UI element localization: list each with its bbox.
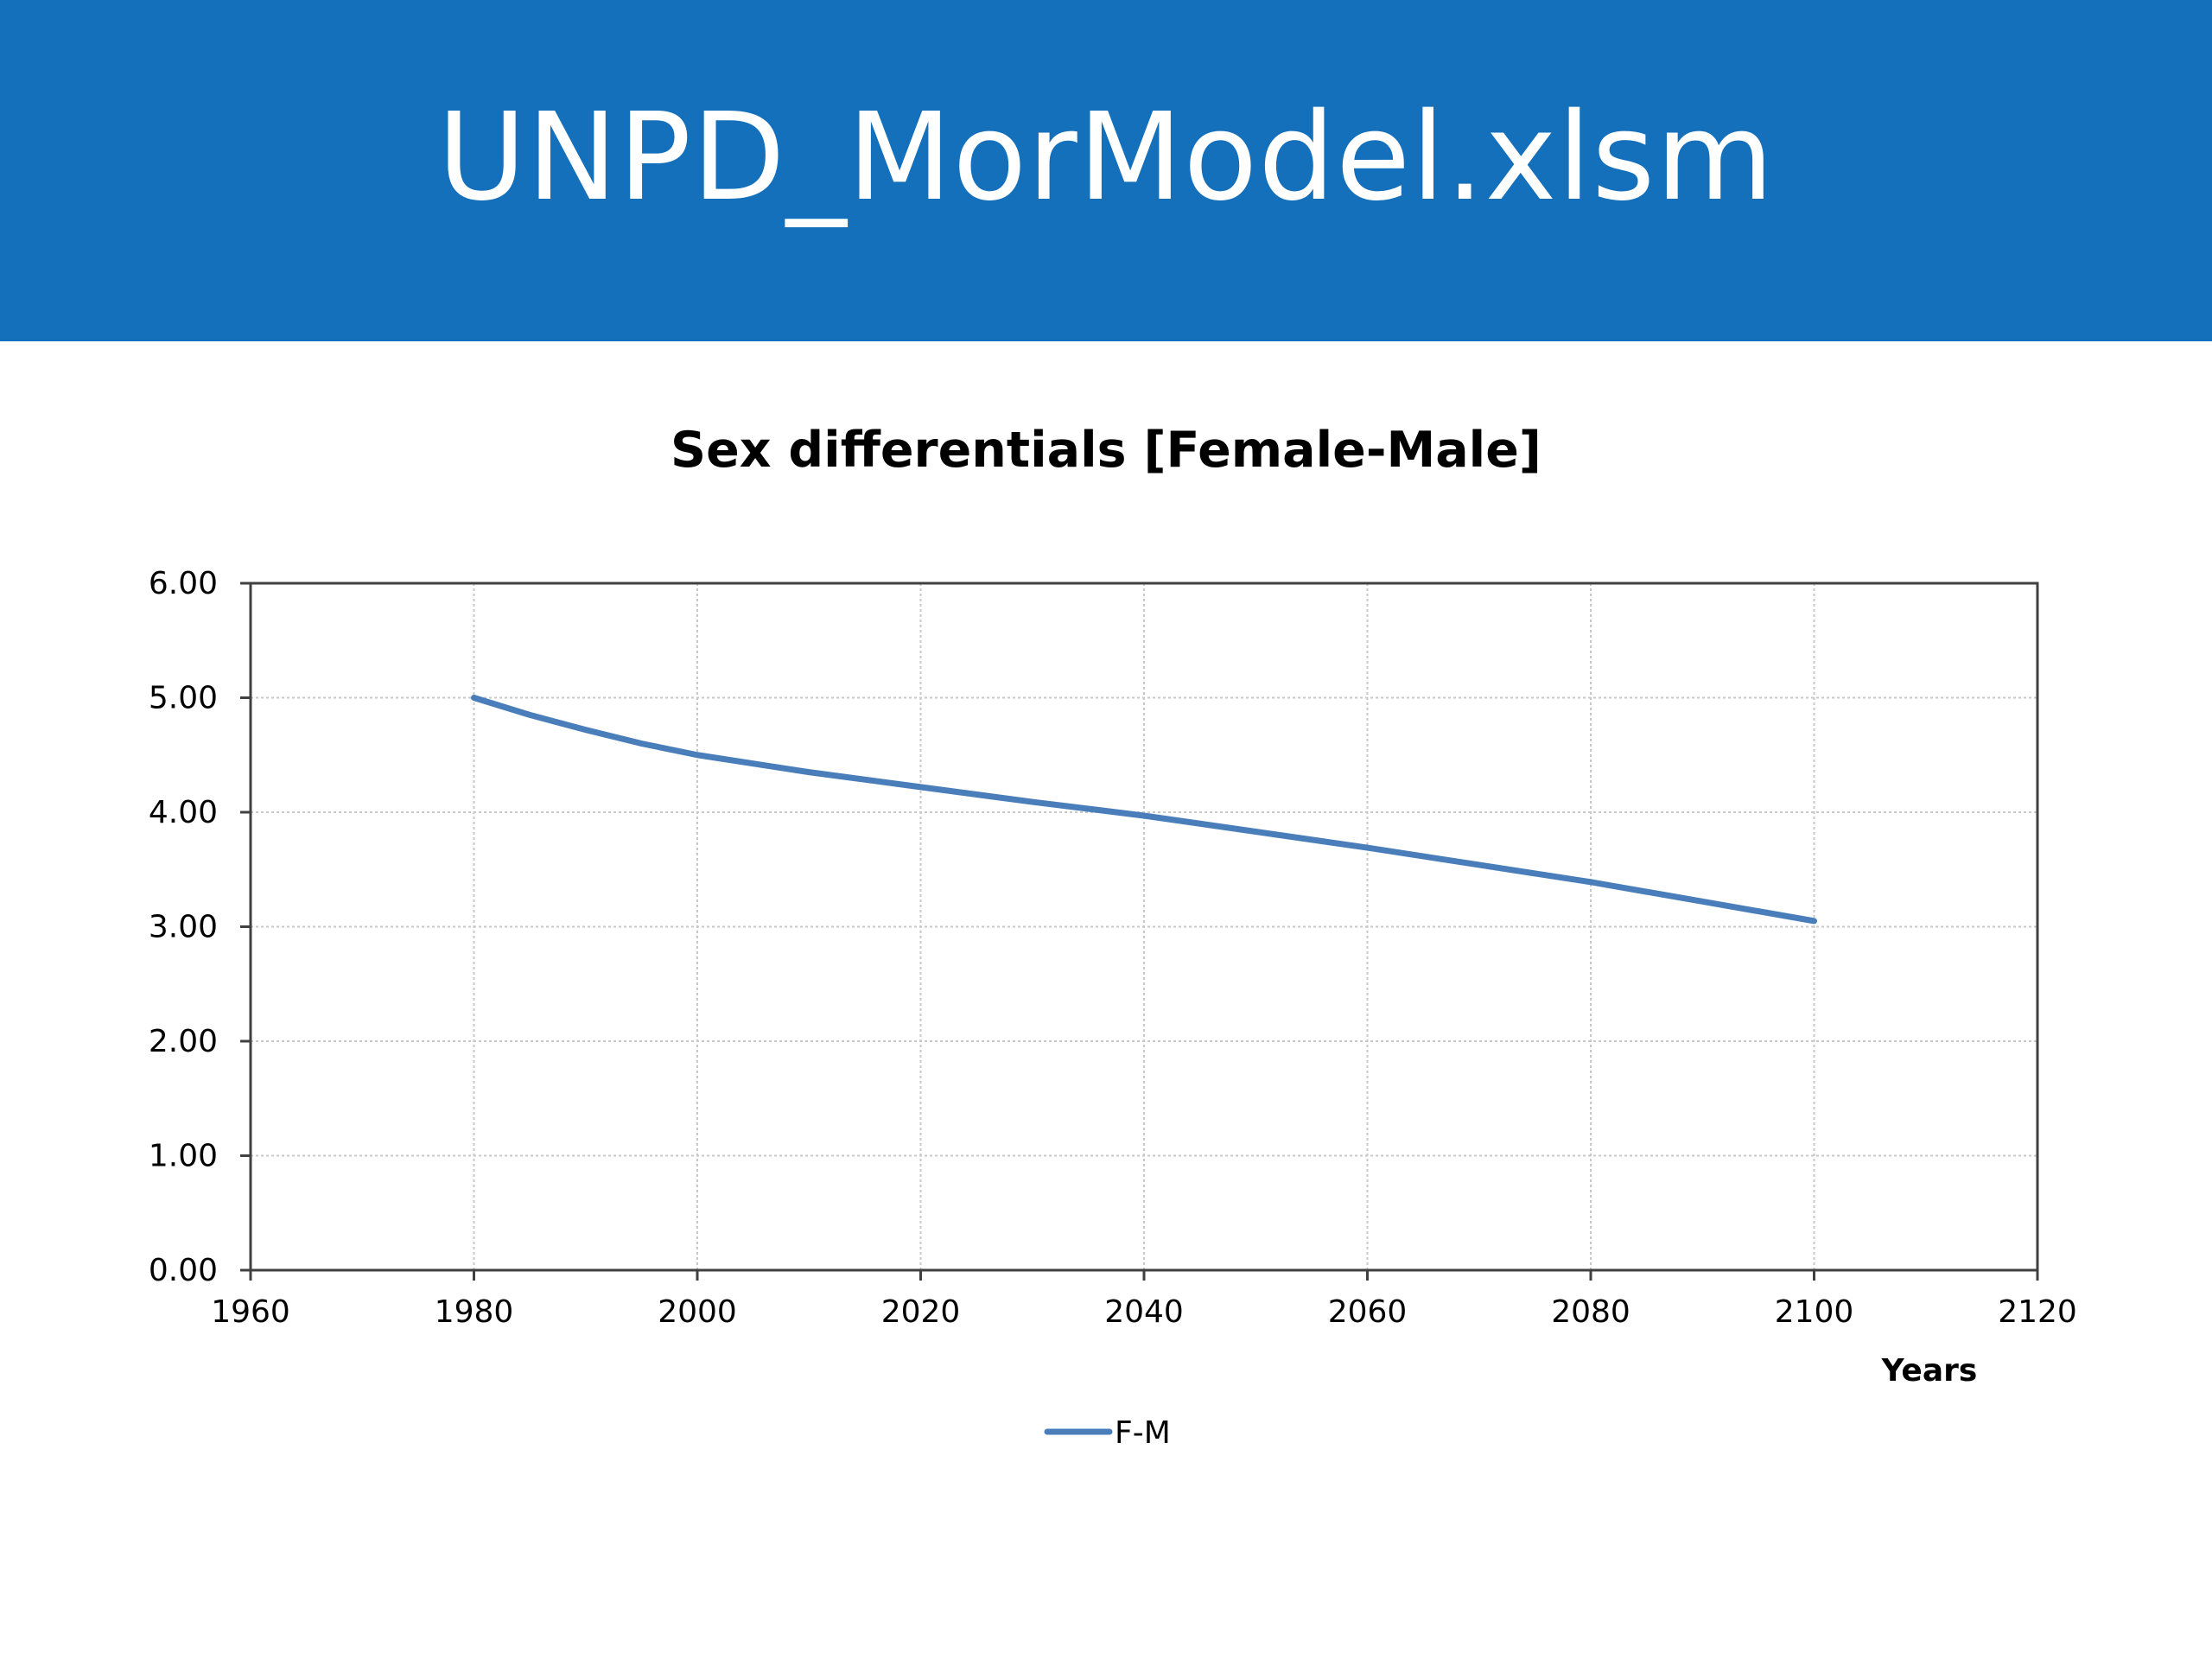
y-tick-label: 5.00 — [149, 681, 218, 716]
y-tick-label: 1.00 — [149, 1139, 218, 1174]
legend-label: F-M — [1115, 1415, 1171, 1451]
x-tick-label: 2060 — [1328, 1294, 1408, 1330]
y-tick-label: 2.00 — [149, 1024, 218, 1059]
series-line — [471, 695, 1817, 925]
x-tick-label: 2000 — [658, 1294, 737, 1330]
title-banner: UNPD_MorModel.xlsm — [0, 0, 2212, 341]
x-tick-label: 2040 — [1104, 1294, 1184, 1330]
slide-title: UNPD_MorModel.xlsm — [437, 87, 1775, 228]
x-tick-label: 2020 — [881, 1294, 961, 1330]
y-tick-label: 6.00 — [149, 566, 218, 601]
x-tick-label: 2100 — [1775, 1294, 1854, 1330]
x-tick-label: 1980 — [435, 1294, 514, 1330]
x-tick-label: 1960 — [211, 1294, 290, 1330]
x-axis-title: Years — [1881, 1353, 1978, 1389]
chart-title: Sex differentials [Female-Male] — [671, 422, 1541, 479]
y-tick-label: 0.00 — [149, 1253, 218, 1288]
y-tick-label: 3.00 — [149, 910, 218, 945]
x-tick-label: 2120 — [1998, 1294, 2077, 1330]
line-chart: Sex differentials [Female-Male] 0.00 1.00 2… — [149, 422, 2077, 1451]
y-tick-label: 4.00 — [149, 795, 218, 830]
x-tick-label: 2080 — [1551, 1294, 1630, 1330]
chart-area: Sex differentials [Female-Male] 0.00 1.00 2… — [0, 341, 2212, 1659]
